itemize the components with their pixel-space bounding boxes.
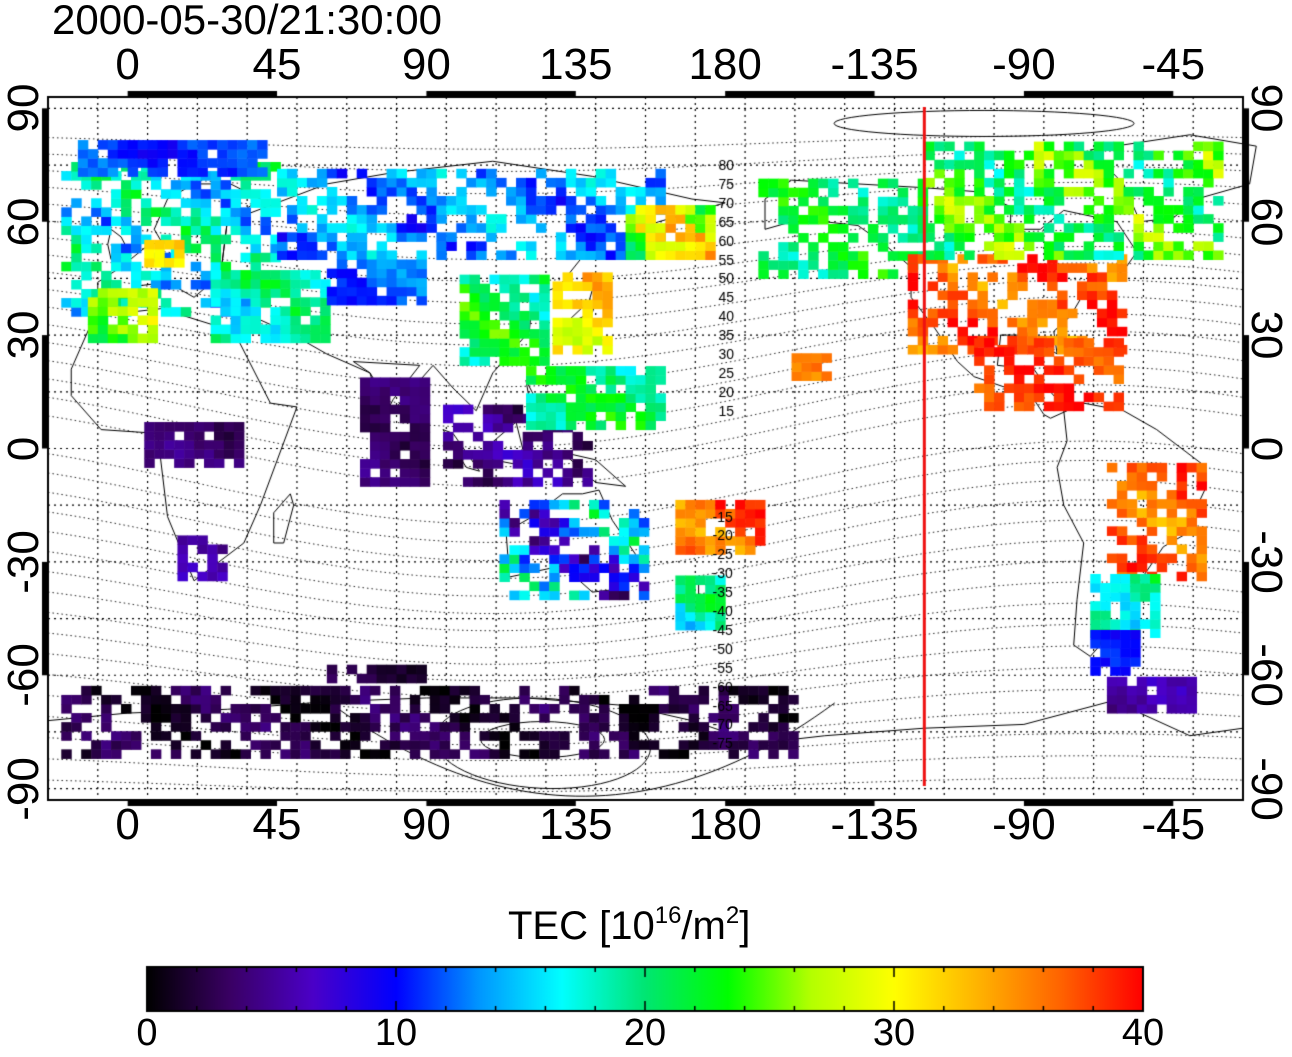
lat-tick-label-right: 0 (1242, 436, 1291, 461)
lon-tick-label-bottom: 90 (401, 800, 451, 849)
lat-tick-label-left: 60 (0, 197, 48, 247)
lon-tick-label-bottom: -90 (992, 800, 1056, 849)
lat-tick-label-right: -60 (1242, 643, 1291, 708)
lon-tick-label-top: -90 (992, 40, 1056, 89)
colorbar-tick-label: 40 (1121, 1012, 1165, 1054)
lat-tick-label-right: -90 (1242, 756, 1291, 821)
lon-tick-label-top: 90 (401, 40, 451, 89)
colorbar-tick-label: 20 (623, 1012, 667, 1054)
lon-tick-label-bottom: -135 (830, 800, 919, 849)
lat-tick-label-right: 30 (1242, 310, 1291, 360)
lat-tick-label-left: -90 (0, 756, 48, 821)
lat-tick-label-left: -60 (0, 643, 48, 708)
colorbar-title-prefix: TEC [10 (508, 904, 655, 948)
lat-tick-label-right: -30 (1242, 530, 1291, 594)
lon-tick-label-bottom: 180 (688, 800, 762, 849)
colorbar-tick-label: 0 (136, 1012, 158, 1054)
lon-tick-label-top: 0 (115, 40, 140, 89)
colorbar-title-exp1: 16 (654, 902, 682, 929)
lon-tick-label-top: 180 (688, 40, 762, 89)
lat-tick-label-left: -30 (0, 530, 48, 594)
colorbar-title-mid: /m (681, 904, 726, 948)
lon-tick-label-bottom: -45 (1141, 800, 1206, 849)
lat-tick-label-left: 0 (0, 436, 48, 461)
lon-tick-label-bottom: 45 (252, 800, 302, 849)
lon-tick-label-bottom: 135 (539, 800, 613, 849)
lon-tick-label-top: 135 (539, 40, 613, 89)
lon-tick-label-bottom: 0 (115, 800, 140, 849)
colorbar-title-exp2: 2 (725, 902, 740, 929)
lon-tick-label-top: 45 (252, 40, 302, 89)
timestamp-title: 2000-05-30/21:30:00 (52, 0, 442, 43)
colorbar-title-suffix: ] (739, 904, 751, 948)
lon-tick-label-top: -135 (830, 40, 919, 89)
lon-tick-label-top: -45 (1141, 40, 1206, 89)
colorbar-tick-label: 30 (872, 1012, 916, 1054)
lat-tick-label-right: 60 (1242, 197, 1291, 247)
lat-tick-label-left: 90 (0, 83, 48, 133)
lat-tick-label-left: 30 (0, 310, 48, 360)
lat-tick-label-right: 90 (1242, 83, 1291, 133)
colorbar-tick-label: 10 (374, 1012, 418, 1054)
colorbar-title: TEC [1016/m2] (508, 902, 750, 949)
